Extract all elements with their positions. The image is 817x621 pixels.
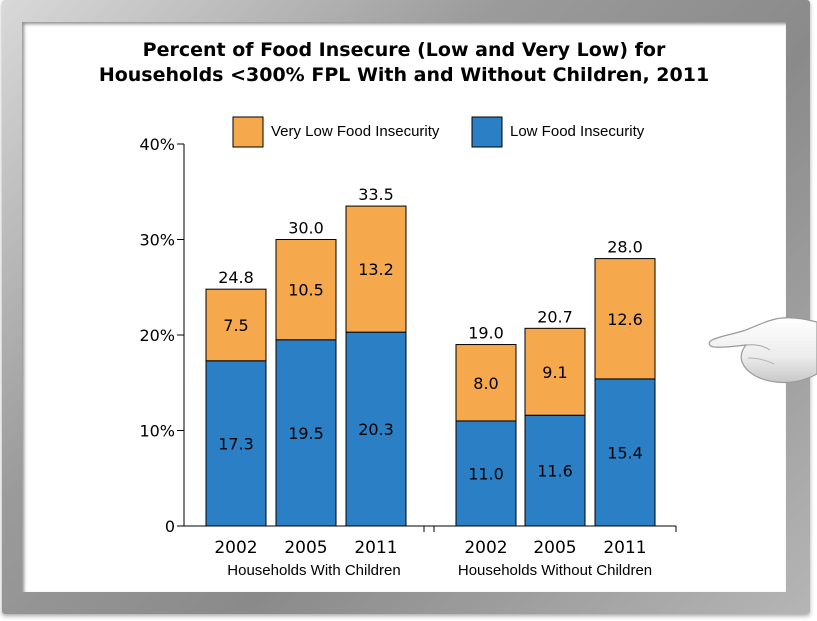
label-very-low-1: 10.5 bbox=[288, 281, 324, 300]
chart-title-line-2: Households <300% FPL With and Without Ch… bbox=[98, 64, 710, 86]
bar-low-1 bbox=[275, 339, 337, 527]
label-very-low-2: 13.2 bbox=[358, 260, 394, 279]
y-tick-label-0: 0 bbox=[165, 517, 175, 536]
legend-label-0: Very Low Food Insecurity bbox=[271, 123, 440, 140]
y-tick-label-2: 20% bbox=[139, 326, 175, 345]
label-total-1: 30.0 bbox=[288, 219, 324, 238]
bar-low-4 bbox=[524, 414, 586, 527]
label-very-low-5: 12.6 bbox=[607, 310, 643, 329]
label-total-2: 33.5 bbox=[358, 185, 394, 204]
legend-swatch-0 bbox=[232, 116, 264, 148]
bar-very-low-3 bbox=[455, 344, 517, 422]
label-low-2: 20.3 bbox=[358, 420, 394, 439]
y-tick-label-4: 40% bbox=[139, 135, 175, 154]
label-total-5: 28.0 bbox=[607, 238, 643, 257]
x-tick-label-1-0: 2002 bbox=[464, 538, 507, 558]
y-tick-label-3: 30% bbox=[139, 231, 175, 250]
bar-very-low-1 bbox=[275, 239, 337, 341]
bar-very-low-2 bbox=[345, 205, 407, 333]
label-low-4: 11.6 bbox=[537, 462, 573, 481]
group-label-0: Households With Children bbox=[227, 562, 400, 579]
x-tick-label-0-1: 2005 bbox=[284, 538, 327, 558]
chart-title: Percent of Food Insecure (Low and Very L… bbox=[22, 38, 786, 88]
label-very-low-0: 7.5 bbox=[223, 316, 248, 335]
label-very-low-4: 9.1 bbox=[542, 363, 567, 382]
legend-swatch-1 bbox=[471, 116, 503, 148]
legend-label-1: Low Food Insecurity bbox=[510, 123, 645, 140]
bar-low-2 bbox=[345, 331, 407, 527]
bar-very-low-5 bbox=[594, 258, 656, 380]
x-tick-label-0-2: 2011 bbox=[354, 538, 397, 558]
label-low-1: 19.5 bbox=[288, 424, 324, 443]
x-tick-label-0-0: 2002 bbox=[214, 538, 257, 558]
label-low-5: 15.4 bbox=[607, 443, 643, 462]
label-low-3: 11.0 bbox=[468, 464, 504, 483]
group-label-1: Households Without Children bbox=[458, 562, 652, 579]
bar-low-3 bbox=[455, 420, 517, 527]
label-total-3: 19.0 bbox=[468, 324, 504, 343]
label-low-0: 17.3 bbox=[218, 434, 254, 453]
bar-very-low-4 bbox=[524, 327, 586, 416]
label-total-0: 24.8 bbox=[218, 268, 254, 287]
bar-low-5 bbox=[594, 378, 656, 527]
label-total-4: 20.7 bbox=[537, 307, 573, 326]
bar-low-0 bbox=[205, 360, 267, 527]
x-tick-label-1-1: 2005 bbox=[533, 538, 576, 558]
pointing-hand-icon bbox=[708, 317, 817, 384]
chart-title-line-1: Percent of Food Insecure (Low and Very L… bbox=[142, 39, 666, 61]
x-tick-label-1-2: 2011 bbox=[603, 538, 646, 558]
bar-very-low-0 bbox=[205, 288, 267, 362]
label-very-low-3: 8.0 bbox=[473, 374, 498, 393]
y-tick-label-1: 10% bbox=[139, 422, 175, 441]
